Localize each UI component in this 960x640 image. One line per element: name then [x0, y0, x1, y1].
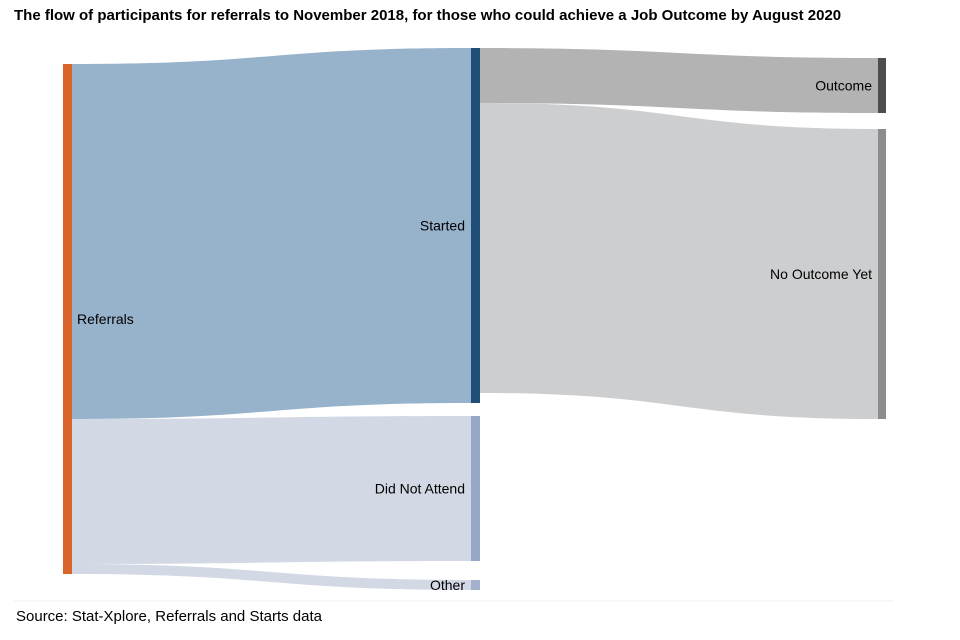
labels-layer: Referrals Started Did Not Attend Other Outco… [77, 78, 872, 594]
node-label-no_outcome: No Outcome Yet [770, 266, 872, 282]
chart-title: The flow of participants for referrals t… [14, 7, 842, 24]
node-referrals [63, 64, 72, 574]
node-label-dna: Did Not Attend [375, 481, 465, 497]
node-outcome [878, 58, 886, 113]
node-label-other: Other [430, 577, 465, 593]
node-no_outcome [878, 129, 886, 419]
node-started [471, 48, 480, 403]
nodes-layer [63, 48, 886, 590]
node-label-started: Started [420, 218, 465, 234]
link-started-to-no_outcome [480, 103, 878, 419]
link-referrals-to-other [72, 564, 471, 590]
link-referrals-to-started [72, 48, 471, 419]
node-label-outcome: Outcome [815, 78, 872, 94]
node-other [471, 580, 480, 590]
source-note: Source: Stat-Xplore, Referrals and Start… [16, 608, 322, 625]
link-referrals-to-dna [72, 416, 471, 564]
links-layer [72, 48, 878, 590]
link-started-to-outcome [480, 48, 878, 113]
node-label-referrals: Referrals [77, 311, 134, 327]
node-dna [471, 416, 480, 561]
